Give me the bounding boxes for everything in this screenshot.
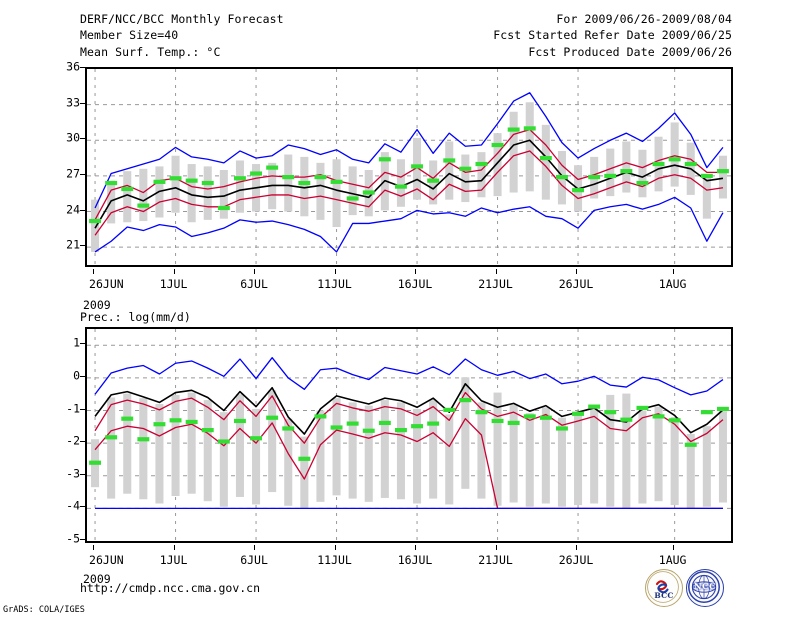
x-tick-mark bbox=[254, 269, 256, 274]
y-tick-label: 21 bbox=[66, 237, 80, 252]
y-tick-mark bbox=[80, 209, 85, 211]
x-tick-mark bbox=[334, 269, 336, 274]
x-tick-label: 1AUG bbox=[658, 553, 687, 567]
x-tick-mark bbox=[576, 269, 578, 274]
x-tick-label: 1JUL bbox=[159, 553, 188, 567]
x-tick-label: 21JUL bbox=[478, 277, 513, 291]
forecast-start-label: Fcst Started Refer Date 2009/06/25 bbox=[493, 28, 732, 42]
y-tick-mark bbox=[80, 539, 85, 540]
temperature-unit-label: Mean Surf. Temp.: °C bbox=[80, 45, 221, 59]
y-tick-mark bbox=[80, 343, 85, 345]
x-tick-label: 26JUL bbox=[558, 553, 594, 567]
x-tick-mark bbox=[415, 269, 417, 274]
x-tick-label: 26JUL bbox=[558, 277, 594, 291]
y-tick-label: -2 bbox=[66, 433, 80, 448]
x-tick-mark bbox=[173, 545, 175, 550]
x-tick-label: 26JUN bbox=[89, 553, 124, 567]
x-tick-mark bbox=[576, 545, 578, 550]
bcc-logo-icon: BCC bbox=[645, 569, 683, 607]
y-tick-mark bbox=[80, 441, 85, 443]
y-tick-label: 0 bbox=[73, 368, 80, 383]
y-tick-mark bbox=[80, 473, 85, 475]
forecast-produced-label: Fcst Produced Date 2009/06/26 bbox=[528, 45, 732, 59]
y-tick-label: -3 bbox=[66, 466, 80, 481]
ncc-logo-icon: NCC bbox=[686, 569, 724, 607]
y-tick-label: 33 bbox=[66, 94, 80, 109]
x-tick-label: 6JUL bbox=[240, 277, 268, 291]
bcc-logo-text: BCC bbox=[654, 591, 674, 600]
precipitation-axis-year-label: 2009 bbox=[83, 572, 111, 586]
y-tick-label: -5 bbox=[66, 531, 80, 546]
temperature-chart-panel: 21 24 27 30 33 36 26JUN 1JUL 6JUL 11JUL 16JUL 21JU… bbox=[0, 0, 800, 312]
temperature-plot-area bbox=[85, 67, 733, 267]
precipitation-plot-area bbox=[85, 327, 733, 543]
y-tick-label: 30 bbox=[66, 130, 80, 145]
grads-credit: GrADS: COLA/IGES bbox=[3, 605, 85, 615]
y-tick-mark bbox=[80, 408, 85, 410]
x-tick-label: 1AUG bbox=[658, 277, 687, 291]
x-tick-mark bbox=[93, 269, 95, 274]
precipitation-x-axis: 26JUN 1JUL 6JUL 11JUL 16JUL 21JUL 26JUL 1AUG bbox=[85, 545, 733, 573]
y-tick-mark bbox=[80, 138, 85, 140]
ncc-logo-text: NCC bbox=[693, 582, 717, 592]
y-tick-mark bbox=[80, 245, 85, 247]
x-tick-mark bbox=[672, 269, 674, 274]
x-tick-label: 6JUL bbox=[240, 553, 268, 567]
temperature-y-axis: 21 24 27 30 33 36 bbox=[48, 61, 85, 267]
x-tick-mark bbox=[173, 269, 175, 274]
x-tick-mark bbox=[334, 545, 336, 550]
temperature-axis-year-label: 2009 bbox=[83, 298, 111, 312]
x-tick-label: 11JUL bbox=[317, 553, 352, 567]
page-title: DERF/NCC/BCC Monthly Forecast bbox=[80, 12, 284, 26]
x-tick-label: 21JUL bbox=[478, 553, 513, 567]
y-tick-mark bbox=[80, 102, 85, 104]
x-tick-mark bbox=[495, 545, 497, 550]
member-size-label: Member Size=40 bbox=[80, 28, 179, 42]
y-tick-label: -1 bbox=[66, 400, 80, 415]
x-tick-label: 16JUL bbox=[397, 553, 433, 567]
y-tick-mark bbox=[80, 375, 85, 377]
temperature-x-axis: 26JUN 1JUL 6JUL 11JUL 16JUL 21JUL 26JUL 1AUG bbox=[85, 269, 733, 297]
x-tick-mark bbox=[495, 269, 497, 274]
x-tick-mark bbox=[254, 545, 256, 550]
y-tick-label: 1 bbox=[73, 335, 80, 350]
y-tick-label: -4 bbox=[66, 498, 80, 513]
y-tick-label: 27 bbox=[66, 166, 80, 181]
x-tick-mark bbox=[672, 545, 674, 550]
x-tick-mark bbox=[415, 545, 417, 550]
precipitation-y-axis: 1 0 -1 -2 -3 -4 -5 bbox=[48, 327, 85, 546]
x-tick-mark bbox=[93, 545, 95, 550]
y-tick-mark bbox=[80, 173, 85, 175]
x-tick-label: 11JUL bbox=[317, 277, 352, 291]
y-tick-mark bbox=[80, 67, 85, 68]
cmdp-url-link[interactable]: http://cmdp.ncc.cma.gov.cn bbox=[80, 581, 261, 595]
y-tick-label: 24 bbox=[66, 201, 80, 216]
y-tick-mark bbox=[80, 506, 85, 508]
y-tick-label: 36 bbox=[66, 59, 80, 74]
forecast-period-label: For 2009/06/26-2009/08/04 bbox=[556, 12, 732, 26]
x-tick-label: 16JUL bbox=[397, 277, 433, 291]
precipitation-unit-label: Prec.: log(mm/d) bbox=[80, 310, 191, 324]
x-tick-label: 26JUN bbox=[89, 277, 124, 291]
x-tick-label: 1JUL bbox=[159, 277, 188, 291]
